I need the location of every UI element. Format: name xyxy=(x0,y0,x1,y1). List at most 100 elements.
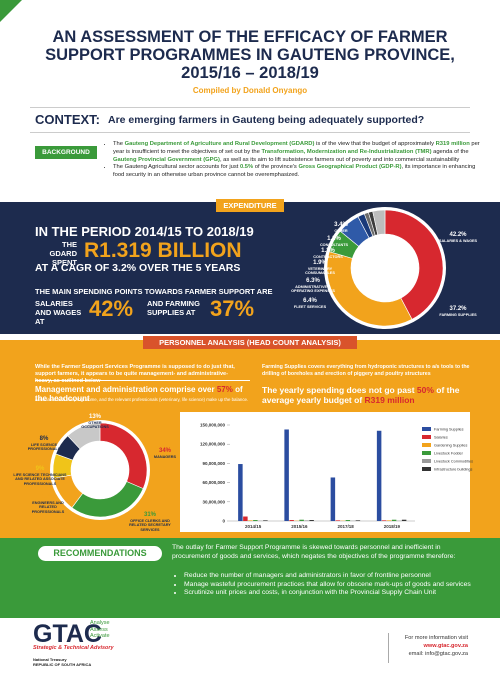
slice-value: 13% xyxy=(88,414,101,420)
logo-subtitle: Strategic & Technical Advisory xyxy=(33,645,114,651)
text-segment: The yearly spending does not go past xyxy=(262,385,417,395)
logo: GTAC xyxy=(33,620,102,648)
personnel-tab: PERSONNEL ANALYSIS (HEAD COUNT ANALYSIS) xyxy=(143,336,357,349)
highlight: 57% xyxy=(216,385,233,394)
bullet: Reduce the number of managers and admini… xyxy=(184,572,484,581)
slice-value: 1.9% xyxy=(313,260,327,266)
slice-name: OFFICE CLERKS AND RELATED SECRETARY SERV… xyxy=(129,519,171,532)
text-segment: , as well as its aim to lift subsistence… xyxy=(219,156,460,163)
slice-label: 6.3% ADMINISTRATIVE & OPERATING EXPENSES xyxy=(289,278,337,294)
slice-label: 3.4% OTHER xyxy=(326,222,356,233)
info: For more information visit xyxy=(404,635,468,641)
context-label: CONTEXT: xyxy=(35,112,100,127)
slice-value: 37.2% xyxy=(449,306,467,312)
slice-name: SALARIES & WAGES xyxy=(438,239,478,243)
title: AN ASSESSMENT OF THE EFFICACY OF FARMER … xyxy=(0,28,500,82)
slice-label: 13% OTHER OCCUPATIONS xyxy=(75,414,115,430)
slice-label: 34% MANAGERS xyxy=(147,448,183,459)
main-points: THE MAIN SPENDING POINTS TOWARDS FARMER … xyxy=(35,287,273,296)
slice-name: LIFE SCIENCE PROFESSIONALS xyxy=(27,443,61,452)
highlight: R319 million xyxy=(435,141,470,147)
context-bar xyxy=(30,107,470,133)
slice-value: 31% xyxy=(143,512,156,518)
text-segment: The xyxy=(113,141,125,147)
highlight: Gauteng Department of Agriculture and Ru… xyxy=(124,141,315,147)
slice-name: CONTRACTORS xyxy=(313,255,343,259)
slice-value: 6.4% xyxy=(303,298,317,304)
text-segment: The Gauteng Agricultural sector accounts… xyxy=(113,164,240,171)
highlight: 0.5% xyxy=(239,164,254,171)
highlight: R319 million xyxy=(364,395,415,405)
slice-value: 9% xyxy=(35,466,45,472)
title-line: AN ASSESSMENT OF THE EFFICACY OF FARMER xyxy=(52,28,448,46)
text-segment: , its importance in enhancing food secur… xyxy=(113,164,476,179)
bullet: Scrutinize unit prices and costs, in con… xyxy=(184,589,484,598)
amount: R1.319 BILLION xyxy=(84,239,242,262)
highlight: Gauteng Provincial Government (GPG) xyxy=(113,156,220,163)
slice-value: 34% xyxy=(158,448,171,454)
slice-name: VETERINARY CONSUMABLES xyxy=(305,267,335,276)
slice-name: OTHER OCCUPATIONS xyxy=(81,421,109,430)
spending-headline: The yearly spending does not go past 50%… xyxy=(262,385,477,405)
slice-value: 6.3% xyxy=(306,278,320,284)
text-segment: per year is insufficient to meet the obj… xyxy=(113,141,480,155)
bullet: The Gauteng Agricultural sector accounts… xyxy=(113,164,485,180)
slice-value: 8% xyxy=(39,436,49,442)
title-line: SUPPORT PROGRAMMES IN GAUTENG PROVINCE, xyxy=(45,46,455,64)
bullet: Manage wasteful procurement practices th… xyxy=(184,581,484,590)
background-bullets: The Gauteng Department of Agriculture an… xyxy=(104,141,485,180)
supplies-note: Farming Supplies covers everything from … xyxy=(262,364,470,377)
text-segment: of the province's xyxy=(253,164,299,171)
title-line: 2015/16 – 2018/19 xyxy=(181,64,319,82)
slice-value: 13% xyxy=(41,494,54,500)
period: IN THE PERIOD 2014/15 TO 2018/19 xyxy=(35,224,254,239)
corner-triangle xyxy=(0,0,22,22)
slice-name: ENGINEERS AND RELATED PROFESSIONALS xyxy=(31,501,65,514)
taglines: Analyse Assess Activate xyxy=(90,620,110,640)
supplies-value: 37% xyxy=(210,296,255,321)
tagline: Assess xyxy=(90,626,108,633)
slice-value: 42.2% xyxy=(449,232,467,238)
highlight: 50% xyxy=(416,385,434,395)
slice-label: 1.9% VETERINARY CONSUMABLES xyxy=(299,260,341,276)
personnel-subline: associated with this programme, and the … xyxy=(35,397,249,402)
url[interactable]: www.gtac.gov.za xyxy=(423,643,468,649)
slice-value: 1.2% xyxy=(327,236,341,242)
slice-label: 1.2% CONSULTANTS xyxy=(314,236,354,247)
slice-value: 1.2% xyxy=(321,248,335,254)
slice-name: MANAGERS xyxy=(153,455,177,459)
recommendations-bullets: Reduce the number of managers and admini… xyxy=(175,572,484,598)
expenditure-tab: EXPENDITURE xyxy=(216,199,284,212)
supplies-label: AND FARMING SUPPLIES AT xyxy=(147,299,200,317)
slice-label: 6.4% FLEET SERVICES xyxy=(290,298,330,309)
slice-label: 37.2% FARMING SUPPLIES xyxy=(438,306,478,317)
text-segment: of the headcount xyxy=(35,385,243,403)
bar-chart-box xyxy=(180,412,470,532)
slice-name: OTHER xyxy=(334,229,348,233)
slice-name: ADMINISTRATIVE & OPERATING EXPENSES xyxy=(291,285,335,294)
salaries-label: SALARIES AND WAGES AT xyxy=(35,299,82,326)
author: Compiled by Donald Onyango xyxy=(192,86,308,95)
slice-name: FLEET SERVICES xyxy=(293,305,327,309)
slice-name: CONSULTANTS xyxy=(319,243,349,247)
republic: REPUBLIC OF SOUTH AFRICA xyxy=(33,662,92,667)
personnel-headline: Management and administration comprise o… xyxy=(35,385,250,403)
treasury: National Treasury REPUBLIC OF SOUTH AFRI… xyxy=(33,657,91,667)
cagr: AT A CAGR OF 3.2% OVER THE 5 YEARS xyxy=(35,262,241,274)
slice-value: 3.4% xyxy=(334,222,348,228)
slice-label: 8% LIFE SCIENCE PROFESSIONALS xyxy=(22,436,66,452)
text-segment: Management and administration comprise o… xyxy=(35,385,217,394)
slice-label: 42.2% SALARIES & WAGES xyxy=(438,232,478,243)
background-label: BACKGROUND xyxy=(35,146,97,159)
email[interactable]: email: info@gtac.gov.za xyxy=(408,651,468,657)
slice-label: 9% LIFE SCIENCE TECHNICIANS AND RELATED A… xyxy=(11,466,69,486)
contact: For more information visit www.gtac.gov.… xyxy=(392,634,468,658)
treasury-name: National Treasury xyxy=(33,657,67,662)
tagline: Analyse xyxy=(90,620,110,626)
recommendations-label: RECOMMENDATIONS xyxy=(38,546,162,561)
text-segment: agenda of the xyxy=(431,148,469,155)
slice-label: 1.2% CONTRACTORS xyxy=(308,248,348,259)
personnel-intro: While the Farmer Support Services Progra… xyxy=(35,364,235,384)
text-segment: is of the view that the budget of approx… xyxy=(314,141,436,147)
